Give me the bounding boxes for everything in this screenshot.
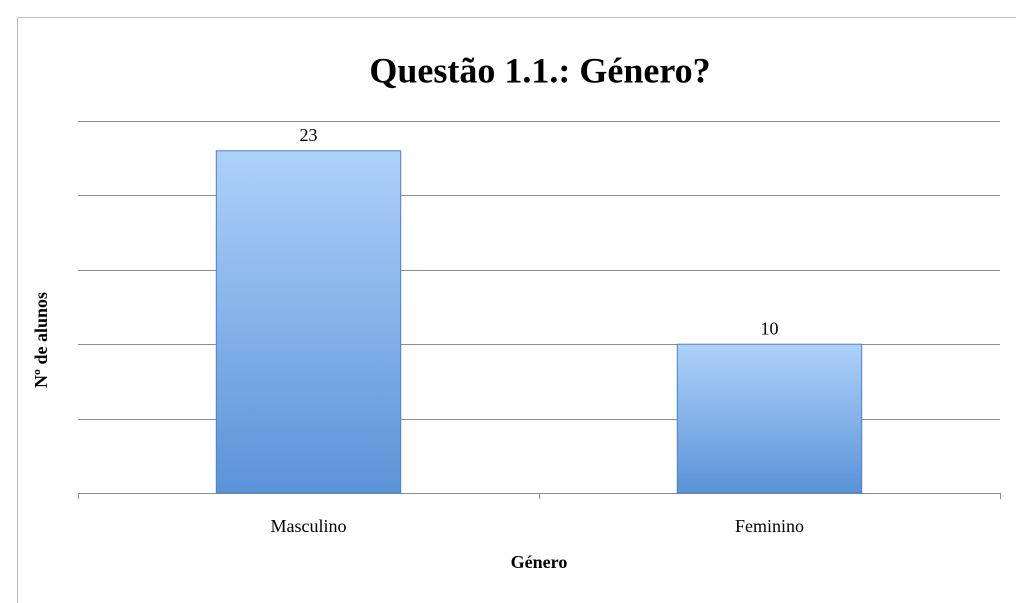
chart-frame — [17, 17, 1016, 603]
x-axis-title: Género — [511, 552, 568, 572]
y-axis-title: Nº de alunos — [31, 292, 51, 388]
value-label: 23 — [300, 125, 318, 145]
bar — [676, 343, 863, 494]
bar — [215, 150, 402, 494]
x-tick-label: Masculino — [271, 516, 347, 536]
x-tick-label: Feminino — [735, 516, 804, 536]
chart-title: Questão 1.1.: Género? — [369, 50, 710, 90]
value-label: 10 — [761, 318, 779, 338]
